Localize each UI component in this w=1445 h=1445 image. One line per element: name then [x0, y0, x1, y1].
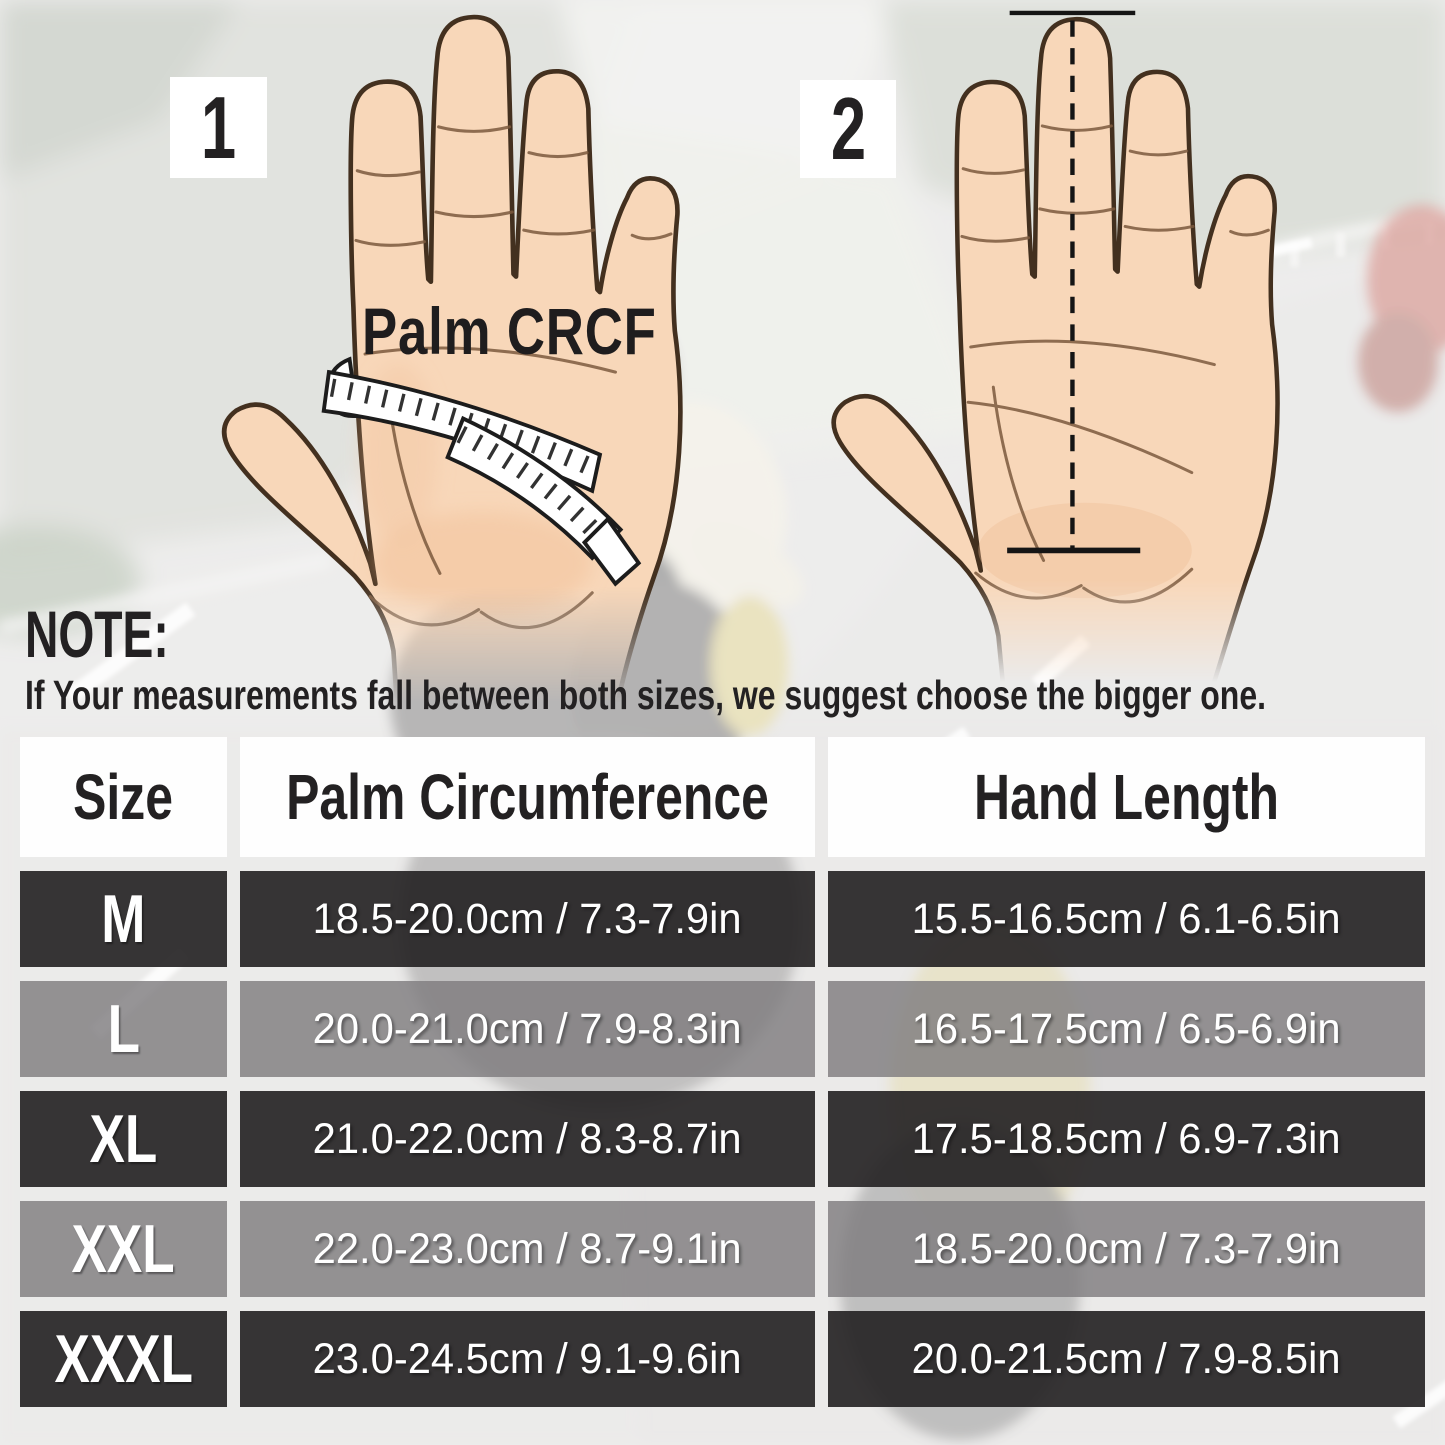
hand-length-measure-lines	[1007, 10, 1141, 554]
hand-2-illustration	[815, 10, 1355, 691]
hand-creases	[960, 124, 1270, 604]
size-cell-m: M	[20, 871, 227, 967]
size-cell-xxl: XXL	[20, 1201, 227, 1297]
col-header-hand-length: Hand Length	[828, 737, 1425, 857]
hand-cell-xxxl: 20.0-21.5cm / 7.9-8.5in	[828, 1311, 1425, 1407]
hand-cell-xxl: 18.5-20.0cm / 7.3-7.9in	[828, 1201, 1425, 1297]
col-header-size: Size	[20, 737, 227, 857]
step-2-digit: 2	[830, 79, 866, 178]
measuring-tape	[321, 356, 642, 587]
palm-crcf-label: Palm CRCF	[362, 294, 657, 368]
note-heading: NOTE:	[25, 597, 169, 671]
hand-cell-l: 16.5-17.5cm / 6.5-6.9in	[828, 981, 1425, 1077]
hand-outline	[831, 16, 1280, 691]
step-2-number: 2	[800, 79, 896, 178]
palm-cell-xxxl: 23.0-24.5cm / 9.1-9.6in	[240, 1311, 815, 1407]
step-1-number: 1	[170, 77, 267, 178]
hand-cell-xl: 17.5-18.5cm / 6.9-7.3in	[828, 1091, 1425, 1187]
palm-cell-xl: 21.0-22.0cm / 8.3-8.7in	[240, 1091, 815, 1187]
size-cell-xxxl: XXXL	[20, 1311, 227, 1407]
size-table: Size Palm Circumference Hand Length M 18…	[20, 737, 1425, 1407]
hand-outline	[221, 14, 683, 734]
hand-1-illustration	[205, 8, 760, 734]
palm-cell-l: 20.0-21.0cm / 7.9-8.3in	[240, 981, 815, 1077]
size-cell-xl: XL	[20, 1091, 227, 1187]
step-1-digit: 1	[200, 77, 237, 177]
palm-cell-xxl: 22.0-23.0cm / 8.7-9.1in	[240, 1201, 815, 1297]
hand-cell-m: 15.5-16.5cm / 6.1-6.5in	[828, 871, 1425, 967]
palm-cell-m: 18.5-20.0cm / 7.3-7.9in	[240, 871, 815, 967]
note-text: If Your measurements fall between both s…	[25, 672, 1266, 718]
size-cell-l: L	[20, 981, 227, 1077]
col-header-palm-circumference: Palm Circumference	[240, 737, 815, 857]
